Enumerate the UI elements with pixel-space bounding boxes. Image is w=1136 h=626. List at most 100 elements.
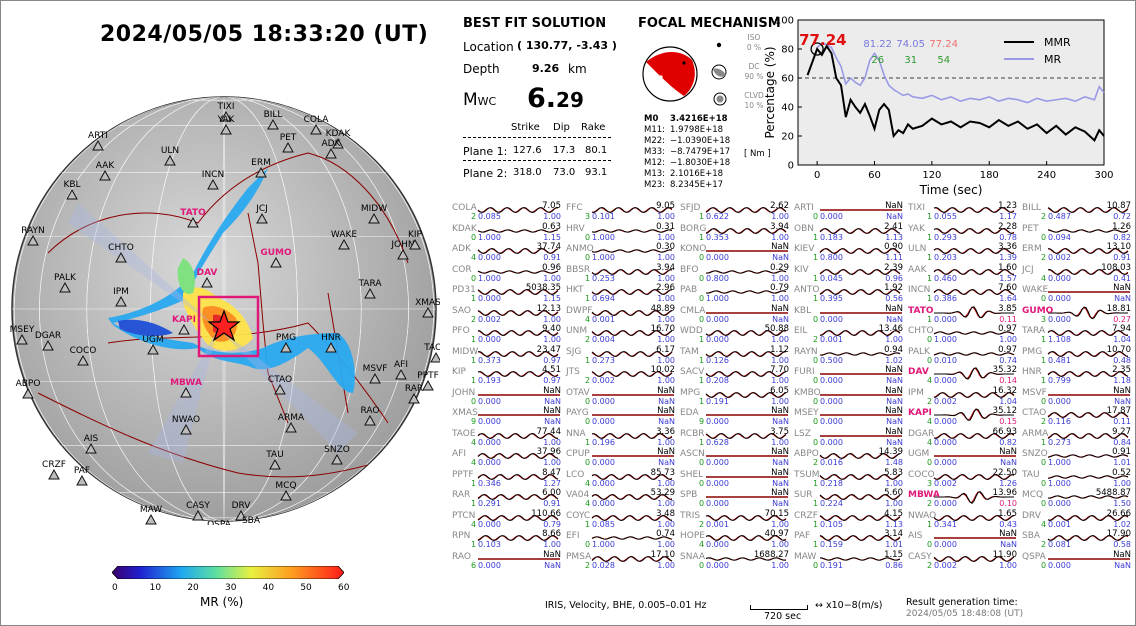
waveform-observed [933, 247, 1015, 255]
station-max: 53.29 [650, 488, 675, 498]
station-marker-mcq [280, 489, 292, 501]
station-count: 0 [1041, 478, 1047, 488]
waveform-observed [934, 305, 1014, 318]
station-name: ERM [1022, 244, 1042, 254]
waveform-observed [591, 268, 673, 275]
station-max: 70.15 [764, 508, 789, 519]
epicenter-star [207, 309, 241, 342]
station-max: NaN [543, 549, 561, 560]
waveform-observed [705, 534, 787, 542]
station-waveform [819, 247, 901, 255]
tensor-name: M23: [644, 180, 666, 190]
station-name: OTAV [566, 387, 590, 398]
station-value-a: 0.000 [592, 499, 615, 508]
station-value-b: 1.00 [657, 499, 675, 508]
top-count-value: 26 [871, 55, 884, 66]
station-value-b: NaN [772, 478, 789, 488]
station-value-b: 1.00 [1113, 478, 1131, 488]
station-label-ipm: IPM [113, 287, 129, 297]
station-waveform [934, 305, 1014, 318]
station-label-aak: AAK [96, 161, 116, 171]
station-label-ais: AIS [84, 434, 99, 444]
station-max: 9.40 [542, 324, 561, 334]
station-waveform [933, 391, 1015, 398]
station-value-a: 1.000 [592, 232, 615, 242]
station-name: QSPA [1022, 551, 1046, 562]
waveform-observed [591, 555, 673, 562]
station-max: 1.15 [884, 549, 903, 560]
station-count: 3 [927, 478, 933, 488]
station-name: MPG [680, 387, 701, 398]
station-label-kdak: KDAK [326, 129, 352, 139]
station-label-tato: TATO [180, 208, 206, 218]
station-count: 1 [813, 273, 819, 283]
station-name: COR [452, 264, 472, 275]
station-marker-abpo [22, 387, 34, 399]
station-value-b: 1.00 [657, 335, 675, 344]
station-max: NaN [885, 303, 903, 314]
station-value-b: 1.57 [999, 273, 1017, 283]
station-panel-tau: TAU 0.52 0 1.000 1.00 [1022, 468, 1134, 488]
station-marker-john [397, 248, 409, 260]
station-panel-abpo: ABPO 14.39 2 0.016 1.48 [794, 447, 906, 467]
station-name: SAO [452, 305, 471, 316]
station-waveform [1047, 370, 1129, 378]
station-name: RPN [452, 531, 471, 541]
station-count: 1 [813, 540, 819, 549]
waveform-observed [477, 247, 559, 255]
station-panel-pab: PAB 0.79 0 1.000 1.00 [680, 283, 792, 303]
station-panel-lco: LCO 85.73 4 0.000 1.00 [566, 468, 678, 488]
station-waveform [819, 268, 901, 275]
station-count: 0 [927, 540, 933, 549]
station-waveform [706, 414, 788, 416]
station-name: XMAS [452, 408, 478, 418]
station-max: 23.47 [536, 344, 561, 355]
station-name: HRV [566, 223, 585, 234]
station-max: 37.96 [536, 447, 561, 457]
station-name: LSZ [794, 428, 811, 439]
station-name: HOPE [680, 531, 705, 541]
station-max: 7.60 [998, 283, 1017, 293]
station-value-a: 0.481 [1048, 355, 1071, 365]
station-max: 0.90 [884, 242, 903, 252]
station-count: 0 [699, 314, 705, 324]
station-value-a: 0.103 [478, 540, 501, 549]
station-value-b: 1.00 [543, 458, 561, 467]
station-marker-jcj [256, 212, 268, 224]
station-value-a: 0.000 [706, 540, 729, 549]
station-label-arti: ARTI [88, 131, 108, 141]
station-waveform [477, 269, 559, 274]
station-value-a: 1.000 [478, 232, 501, 242]
station-count: 2 [1041, 253, 1047, 262]
station-count: 1 [813, 232, 819, 242]
station-max: 6.05 [770, 385, 789, 396]
station-value-a: 0.159 [820, 540, 843, 549]
station-panel-furi: FURI NaN 0 0.000 NaN [794, 365, 906, 385]
clvd-label: CLVD [744, 91, 764, 100]
waveform-observed [477, 473, 559, 480]
waveform-observed [705, 227, 787, 234]
station-max: 16.32 [992, 385, 1017, 396]
station-waveform [1047, 228, 1129, 233]
station-value-a: 0.126 [706, 355, 729, 365]
station-label-erm: ERM [251, 158, 271, 168]
station-max: 2.41 [884, 221, 903, 232]
station-marker-msey [16, 333, 28, 345]
station-name: COLA [452, 203, 477, 213]
station-value-a: 0.002 [592, 376, 615, 385]
station-count: 2 [471, 314, 477, 324]
station-waveform [591, 329, 673, 337]
station-label-incn: INCN [202, 170, 224, 180]
station-label-uln: ULN [161, 146, 179, 156]
station-count: 2 [1041, 540, 1047, 549]
station-marker-rar [408, 392, 420, 404]
station-panel-va04: VA04 53.29 4 0.000 1.00 [566, 488, 678, 508]
station-label-xmas: XMAS [415, 298, 440, 308]
station-value-b: NaN [1000, 540, 1017, 549]
station-waveform [820, 209, 902, 211]
waveform-observed [1047, 534, 1129, 542]
station-max: 3.94 [770, 221, 789, 232]
station-marker-casy [192, 509, 204, 521]
station-max: 2.39 [884, 262, 903, 273]
station-name: SNZO [1022, 449, 1048, 459]
